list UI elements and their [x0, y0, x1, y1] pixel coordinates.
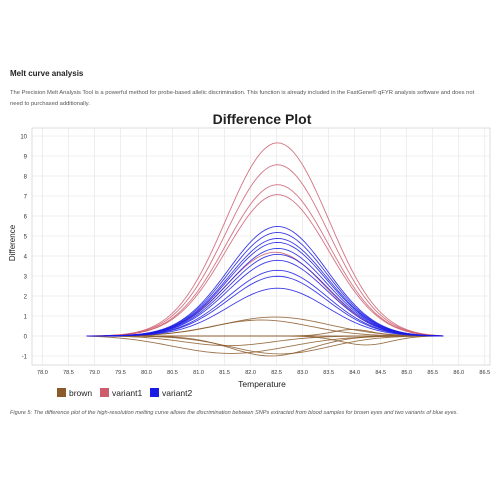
curve-variant1: [86, 194, 444, 337]
y-tick-label: 5: [24, 235, 28, 241]
x-tick-label: 81.0: [193, 370, 204, 376]
x-tick-label: 82.0: [245, 370, 256, 376]
intro-paragraph: The Precision Melt Analysis Tool is a po…: [10, 90, 475, 107]
x-axis-label: Temperature: [238, 379, 286, 389]
difference-plot-chart: Difference Plot -1 0 1 2 3 4 5 6 7 8 9 10 78.0 78.5 79…: [8, 111, 491, 398]
y-tick-label: 10: [20, 135, 27, 141]
x-tick-label: 80.0: [141, 370, 152, 376]
x-tick-label: 82.5: [271, 370, 282, 376]
x-tick-label: 85.0: [401, 370, 412, 376]
figure-caption: Figure 5: The difference plot of the hig…: [10, 410, 459, 416]
y-tick-label: -1: [22, 355, 28, 361]
legend-label-brown: brown: [69, 388, 92, 398]
x-tick-label: 86.5: [479, 370, 490, 376]
legend-swatch-variant1: [100, 388, 109, 397]
x-tick-label: 83.5: [323, 370, 334, 376]
x-tick-label: 85.5: [427, 370, 438, 376]
legend-label-variant2: variant2: [162, 388, 193, 398]
y-tick-label: 8: [24, 175, 28, 181]
curve-variant1: [86, 164, 444, 337]
x-tick-label: 81.5: [219, 370, 230, 376]
y-axis-label: Difference: [8, 224, 17, 261]
x-tick-label: 79.0: [89, 370, 100, 376]
legend-swatch-brown: [57, 388, 66, 397]
tick-layer: -1 0 1 2 3 4 5 6 7 8 9 10 78.0 78.5 79.0 79.5 80.0 80.5 81…: [20, 135, 490, 377]
grid-layer: [32, 128, 490, 365]
curve-variant2: [86, 287, 444, 337]
x-tick-label: 78.5: [63, 370, 74, 376]
x-tick-label: 84.5: [375, 370, 386, 376]
x-tick-label: 78.0: [37, 370, 48, 376]
series-layer: [86, 142, 444, 357]
y-tick-label: 7: [24, 195, 28, 201]
y-tick-label: 9: [24, 155, 28, 161]
y-tick-label: 0: [24, 335, 28, 341]
legend: brown variant1 variant2: [57, 388, 193, 398]
y-tick-label: 4: [24, 255, 28, 261]
x-tick-label: 86.0: [453, 370, 464, 376]
plot-area: [31, 127, 491, 366]
x-tick-label: 84.0: [349, 370, 360, 376]
legend-label-variant1: variant1: [112, 388, 143, 398]
y-tick-label: 2: [24, 295, 28, 301]
x-tick-label: 83.0: [297, 370, 308, 376]
y-tick-label: 6: [24, 215, 28, 221]
y-tick-label: 3: [24, 275, 28, 281]
y-tick-label: 1: [24, 315, 28, 321]
x-tick-label: 79.5: [115, 370, 126, 376]
chart-title: Difference Plot: [213, 111, 312, 127]
legend-swatch-variant2: [150, 388, 159, 397]
section-heading: Melt curve analysis: [10, 69, 84, 78]
curve-variant1: [86, 142, 444, 337]
x-tick-label: 80.5: [167, 370, 178, 376]
